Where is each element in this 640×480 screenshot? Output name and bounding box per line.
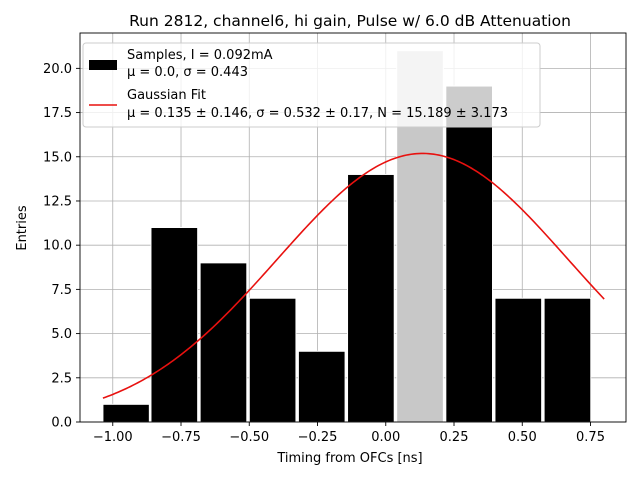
x-tick-label: 0.00 [371, 430, 400, 445]
x-tick-label: −0.75 [161, 430, 201, 445]
y-tick-label: 15.0 [43, 150, 72, 165]
x-tick-label: −0.50 [229, 430, 269, 445]
histogram-bar [347, 173, 395, 423]
y-tick-label: 12.5 [43, 194, 72, 209]
y-axis-label: Entries [15, 205, 30, 251]
plot-frame [79, 32, 627, 423]
x-tick-label: 0.25 [440, 430, 469, 445]
gaussian-fit-line [102, 152, 605, 399]
x-tick-label: −0.25 [298, 430, 338, 445]
histogram-bar [102, 403, 150, 423]
y-tick-label: 7.5 [51, 283, 72, 298]
histogram-bar [297, 350, 346, 423]
x-tick-label: 0.50 [508, 430, 537, 445]
legend-samples-swatch [89, 60, 117, 70]
legend-samples-label: Samples, I = 0.092mA [127, 48, 273, 63]
x-axis-ticks: −1.00 −0.75 −0.50 −0.25 0.00 0.25 0.50 0.75 [93, 422, 605, 445]
legend-samples-stats: μ = 0.0, σ = 0.443 [127, 65, 248, 80]
y-tick-label: 20.0 [43, 62, 72, 77]
histogram-bar [494, 297, 543, 423]
legend-fit-params: μ = 0.135 ± 0.146, σ = 0.532 ± 0.17, N =… [127, 106, 508, 121]
y-tick-label: 0.0 [51, 416, 72, 431]
histogram-bar [543, 297, 592, 423]
gaussian-fit-curve [102, 152, 605, 399]
y-tick-label: 17.5 [43, 106, 72, 121]
x-tick-label: 0.75 [576, 430, 605, 445]
chart-title: Run 2812, channel6, hi gain, Pulse w/ 6.… [129, 12, 571, 30]
y-tick-label: 10.0 [43, 239, 72, 254]
histogram-bar [445, 85, 494, 423]
legend-fit-label: Gaussian Fit [127, 88, 206, 103]
y-tick-label: 2.5 [51, 371, 72, 386]
legend-box [82, 42, 541, 128]
x-tick-label: −1.00 [93, 430, 133, 445]
histogram-bar [248, 297, 297, 423]
y-tick-label: 5.0 [51, 327, 72, 342]
y-axis-ticks: 0.0 2.5 5.0 7.5 10.0 12.5 15.0 17.5 20.0 [43, 62, 80, 431]
histogram-bar [150, 227, 199, 423]
x-axis-label: Timing from OFCs [ns] [276, 451, 422, 466]
legend: Samples, I = 0.092mA μ = 0.0, σ = 0.443 … [82, 42, 541, 128]
histogram-bar [199, 262, 248, 423]
histogram-bars [102, 50, 592, 423]
